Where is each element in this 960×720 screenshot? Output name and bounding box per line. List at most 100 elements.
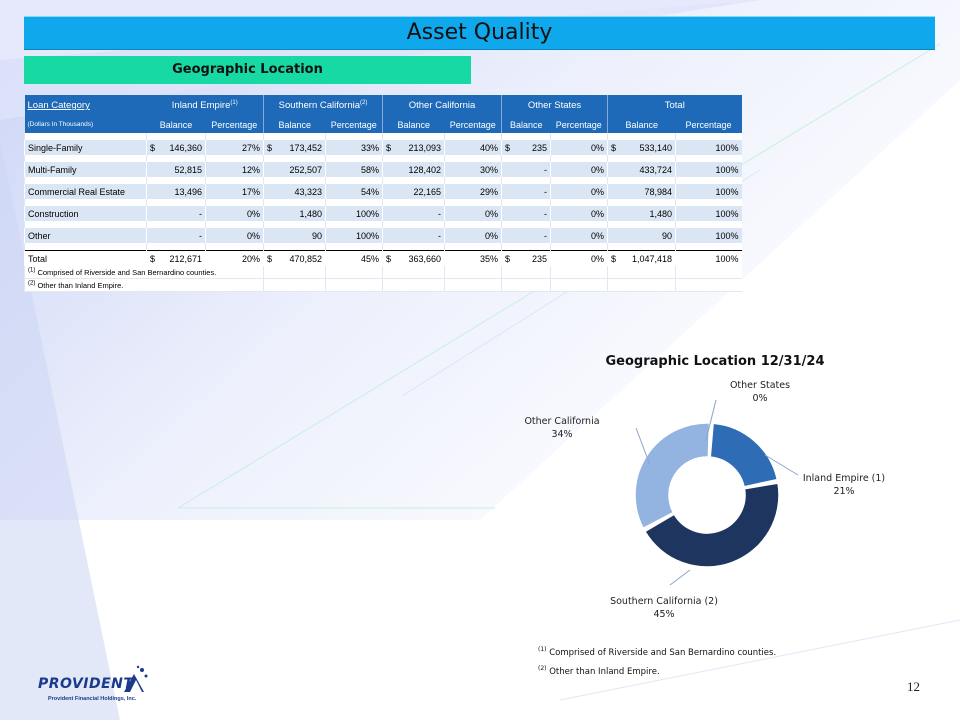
slice-label: Southern California (2) bbox=[610, 596, 718, 607]
leader-line bbox=[705, 399, 717, 441]
cell-sc-balance: $173,452 bbox=[263, 140, 326, 155]
cell-oc-percentage: 0% bbox=[444, 228, 502, 243]
cell-total-percentage: 100% bbox=[675, 162, 742, 177]
cell-oc-balance: $213,093 bbox=[382, 140, 445, 155]
donut-slice bbox=[709, 422, 779, 488]
cell-ie-percentage: 27% bbox=[205, 140, 264, 155]
header-percentage: Percentage bbox=[205, 116, 264, 133]
cell-ie-balance: - bbox=[146, 228, 206, 243]
footnote-2: (2) Other than Inland Empire. bbox=[538, 665, 660, 677]
donut-slice bbox=[634, 422, 711, 530]
cell-total-percentage: 100% bbox=[675, 140, 742, 155]
header-other-california: Other California bbox=[382, 95, 502, 116]
header-percentage: Percentage bbox=[325, 116, 383, 133]
cell-os-percentage: 0% bbox=[550, 184, 608, 199]
cell-oc-balance: 128,402 bbox=[382, 162, 445, 177]
section-title: Geographic Location bbox=[24, 56, 471, 84]
header-other-states: Other States bbox=[501, 95, 608, 116]
leader-line bbox=[669, 569, 691, 586]
header-balance: Balance bbox=[382, 116, 445, 133]
cell-total-balance: 433,724 bbox=[607, 162, 676, 177]
cell-ie-balance: $212,671 bbox=[146, 250, 206, 266]
row-category: Construction bbox=[24, 206, 147, 221]
table-note: (2) Other than Inland Empire. bbox=[24, 278, 742, 292]
cell-os-balance: - bbox=[501, 184, 551, 199]
cell-oc-percentage: 29% bbox=[444, 184, 502, 199]
slice-value-label: 21% bbox=[833, 486, 854, 497]
cell-total-percentage: 100% bbox=[675, 250, 742, 266]
footnote-1: (1) Comprised of Riverside and San Berna… bbox=[538, 646, 777, 658]
cell-os-balance: $235 bbox=[501, 140, 551, 155]
cell-sc-percentage: 33% bbox=[324, 140, 383, 155]
cell-os-percentage: 0% bbox=[550, 228, 608, 243]
leader-line bbox=[764, 454, 799, 476]
header-total: Total bbox=[607, 95, 742, 116]
leader-line bbox=[635, 427, 651, 466]
cell-total-percentage: 100% bbox=[675, 228, 742, 243]
cell-total-percentage: 100% bbox=[675, 206, 742, 221]
cell-oc-balance: - bbox=[382, 206, 445, 221]
cell-oc-balance: $363,660 bbox=[382, 250, 445, 266]
cell-sc-percentage: 100% bbox=[324, 206, 383, 221]
cell-sc-percentage: 45% bbox=[324, 250, 383, 266]
cell-total-balance: 1,480 bbox=[607, 206, 676, 221]
cell-oc-percentage: 40% bbox=[444, 140, 502, 155]
table-row: Other - 0% 90 100% - 0% - 0% 90 100% bbox=[24, 228, 742, 243]
header-units: (Dollars In Thousands) bbox=[24, 116, 147, 133]
company-logo: PROVIDENT Provident Financial Holdings, … bbox=[38, 664, 150, 706]
cell-sc-balance: 43,323 bbox=[263, 184, 326, 199]
cell-ie-percentage: 17% bbox=[205, 184, 264, 199]
header-balance: Balance bbox=[607, 116, 676, 133]
cell-os-percentage: 0% bbox=[550, 206, 608, 221]
donut-slice bbox=[643, 482, 780, 568]
cell-ie-percentage: 20% bbox=[205, 250, 264, 266]
cell-sc-balance: 90 bbox=[263, 228, 326, 243]
cell-oc-balance: 22,165 bbox=[382, 184, 445, 199]
cell-ie-percentage: 0% bbox=[205, 228, 264, 243]
geographic-donut-chart: Inland Empire (1) 21% Southern California … bbox=[524, 380, 885, 620]
table-row: Multi-Family 52,815 12% 252,507 58% 128,… bbox=[24, 162, 742, 177]
cell-os-balance: $235 bbox=[501, 250, 551, 266]
cell-ie-balance: - bbox=[146, 206, 206, 221]
header-inland-empire: Inland Empire(1) bbox=[146, 95, 264, 116]
cell-total-balance: $1,047,418 bbox=[607, 250, 676, 266]
row-category: Single-Family bbox=[24, 140, 147, 155]
header-percentage: Percentage bbox=[550, 116, 608, 133]
row-category: Commercial Real Estate bbox=[24, 184, 147, 199]
slice-value-label: 45% bbox=[653, 609, 674, 620]
cell-total-balance: 78,984 bbox=[607, 184, 676, 199]
cell-ie-balance: $146,360 bbox=[146, 140, 206, 155]
table-subheader-row: (Dollars In Thousands) Balance Percentag… bbox=[24, 116, 742, 133]
chart-title: Geographic Location 12/31/24 bbox=[605, 354, 825, 369]
header-southern-california: Southern California(2) bbox=[262, 95, 383, 116]
cell-os-balance: - bbox=[501, 162, 551, 177]
cell-total-balance: $533,140 bbox=[607, 140, 676, 155]
table-header-row: Loan Category Inland Empire(1) Southern … bbox=[24, 95, 742, 116]
slice-value-label: 34% bbox=[551, 429, 572, 440]
cell-oc-percentage: 0% bbox=[444, 206, 502, 221]
table-row: Commercial Real Estate 13,496 17% 43,323… bbox=[24, 184, 742, 199]
table-row: Single-Family $146,360 27% $173,452 33% … bbox=[24, 140, 742, 155]
cell-total-balance: 90 bbox=[607, 228, 676, 243]
header-percentage: Percentage bbox=[444, 116, 502, 133]
cell-sc-percentage: 58% bbox=[324, 162, 383, 177]
header-percentage: Percentage bbox=[675, 116, 742, 133]
geographic-loan-table: Loan Category Inland Empire(1) Southern … bbox=[24, 95, 742, 292]
cell-os-balance: - bbox=[501, 228, 551, 243]
slide-title: Asset Quality bbox=[24, 16, 935, 50]
cell-oc-percentage: 35% bbox=[444, 250, 502, 266]
header-balance: Balance bbox=[263, 116, 326, 133]
table-note: (1) Comprised of Riverside and San Berna… bbox=[24, 266, 742, 279]
page-number: 12 bbox=[907, 679, 920, 694]
cell-sc-balance: 252,507 bbox=[263, 162, 326, 177]
row-category: Other bbox=[24, 228, 147, 243]
header-loan-category: Loan Category bbox=[24, 95, 147, 116]
table-row: Construction - 0% 1,480 100% - 0% - 0% 1… bbox=[24, 206, 742, 221]
cell-os-percentage: 0% bbox=[550, 140, 608, 155]
header-balance: Balance bbox=[146, 116, 206, 133]
cell-ie-balance: 52,815 bbox=[146, 162, 206, 177]
cell-oc-percentage: 30% bbox=[444, 162, 502, 177]
slice-label: Other California bbox=[524, 416, 599, 427]
cell-os-percentage: 0% bbox=[550, 250, 608, 266]
cell-oc-balance: - bbox=[382, 228, 445, 243]
